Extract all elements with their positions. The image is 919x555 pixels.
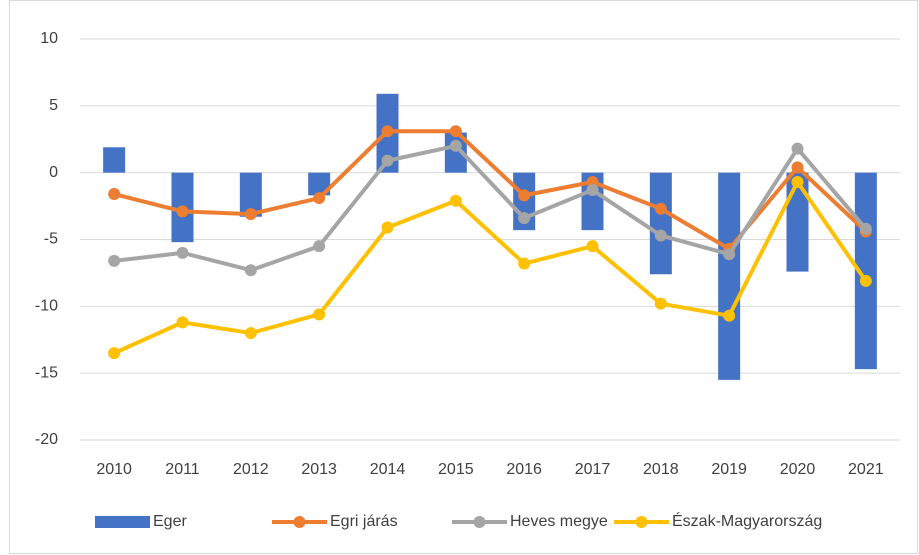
marker: [449, 194, 462, 207]
bar: [786, 172, 809, 272]
x-tick-label: 2011: [165, 461, 200, 478]
marker: [449, 125, 462, 138]
marker: [108, 347, 121, 360]
legend-swatch: [95, 516, 150, 528]
marker: [518, 212, 531, 225]
y-tick-label: 10: [40, 30, 58, 47]
y-tick-label: -10: [35, 298, 58, 315]
marker: [791, 142, 804, 155]
bar: [239, 172, 262, 217]
x-tick-label: 2016: [506, 461, 542, 478]
marker: [244, 264, 257, 277]
marker: [313, 192, 326, 205]
y-tick-label: 0: [49, 164, 58, 181]
x-tick-label: 2021: [848, 461, 884, 478]
marker: [654, 229, 667, 242]
line: [113, 180, 868, 355]
legend-label: Észak-Magyarország: [672, 511, 822, 530]
bar: [308, 172, 331, 196]
x-tick-label: 2015: [438, 461, 474, 478]
marker: [108, 254, 121, 267]
marker: [859, 274, 872, 287]
marker: [586, 184, 599, 197]
y-tick-label: -15: [35, 364, 58, 381]
bar: [649, 172, 672, 275]
x-tick-label: 2020: [780, 461, 816, 478]
legend-swatch: [473, 516, 486, 528]
y-tick-label: -5: [44, 231, 58, 248]
x-tick-label: 2018: [643, 461, 679, 478]
x-tick-label: 2012: [233, 461, 269, 478]
marker: [176, 246, 189, 259]
marker: [586, 240, 599, 253]
marker: [723, 309, 736, 322]
x-tick-label: 2019: [711, 461, 747, 478]
x-tick-label: 2010: [96, 461, 132, 478]
marker: [244, 208, 257, 221]
marker: [859, 222, 872, 235]
x-tick-label: 2017: [575, 461, 611, 478]
line: [113, 143, 868, 273]
bar: [444, 132, 467, 173]
marker: [654, 297, 667, 310]
marker: [791, 161, 804, 174]
marker: [381, 221, 394, 234]
bar: [103, 147, 126, 173]
marker: [518, 189, 531, 202]
marker: [313, 240, 326, 253]
marker: [313, 308, 326, 321]
legend-swatch: [293, 516, 306, 528]
marker: [654, 202, 667, 215]
x-tick-label: 2013: [301, 461, 337, 478]
marker: [449, 139, 462, 152]
marker: [381, 154, 394, 167]
marker: [791, 176, 804, 189]
y-tick-label: -20: [35, 431, 58, 448]
legend-swatch: [635, 516, 648, 528]
marker: [176, 205, 189, 218]
marker: [381, 125, 394, 138]
legend-label: Eger: [153, 513, 187, 530]
marker: [108, 188, 121, 201]
marker: [176, 316, 189, 329]
chart-border: [9, 0, 918, 554]
bar: [718, 172, 741, 380]
marker: [723, 248, 736, 261]
bar: [581, 172, 604, 231]
marker: [244, 327, 257, 340]
y-tick-label: 5: [49, 97, 58, 114]
legend-label: Egri járás: [330, 513, 398, 530]
marker: [518, 257, 531, 270]
legend-label: Heves megye: [510, 513, 608, 530]
x-tick-label: 2014: [370, 461, 406, 478]
